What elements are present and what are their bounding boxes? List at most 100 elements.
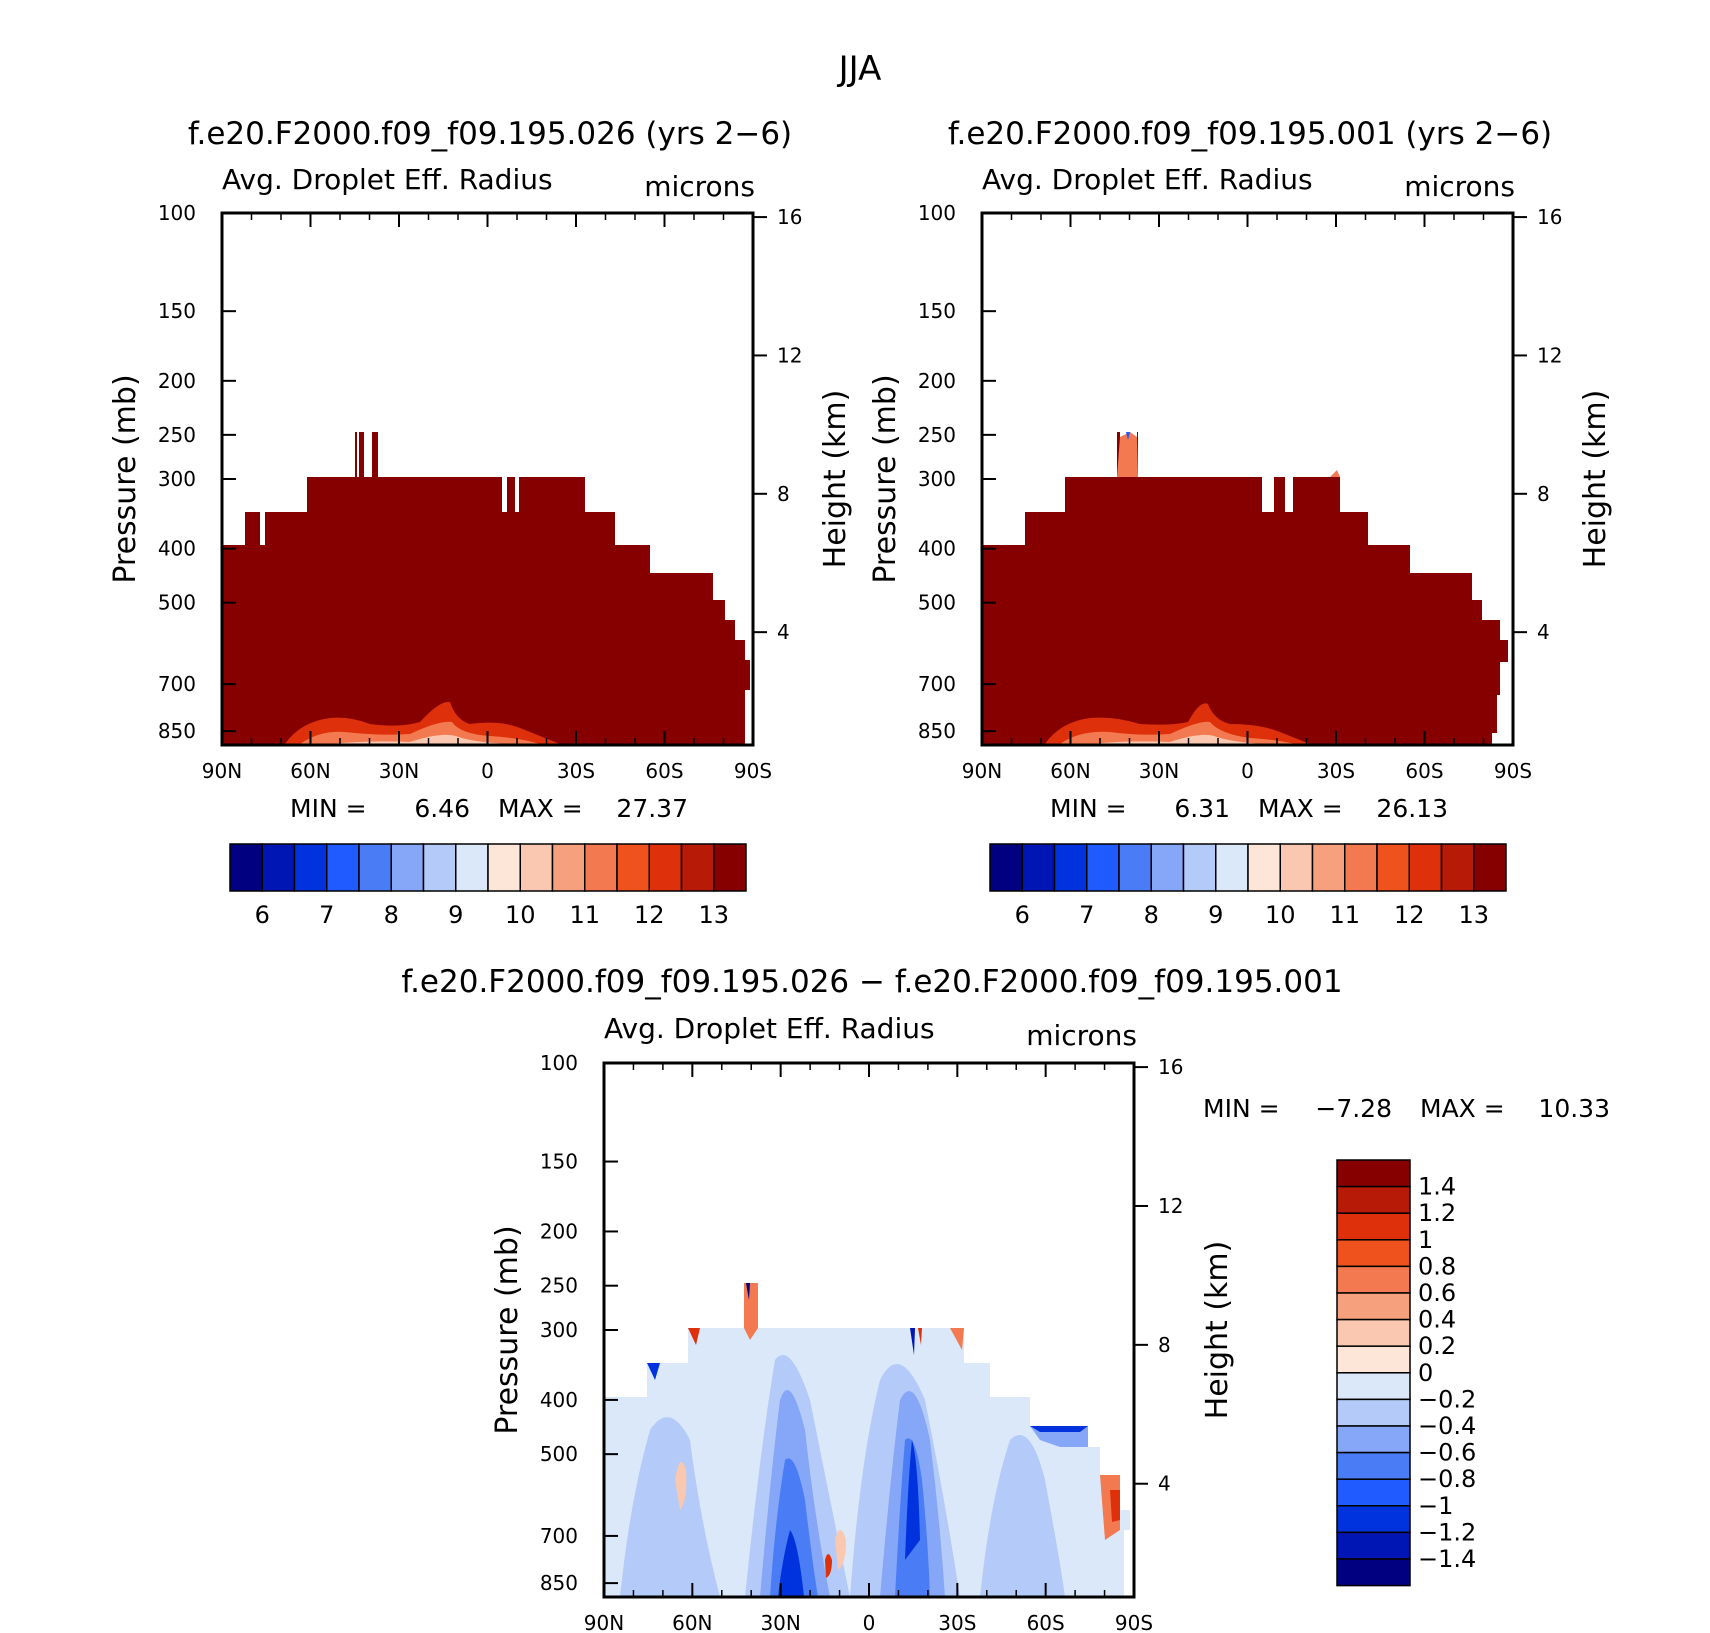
colorbar-box xyxy=(1336,1239,1411,1268)
y2-tick-label: 8 xyxy=(1537,482,1550,506)
colorbar-box xyxy=(680,843,715,892)
panel-left-ylabel: Pressure (mb) xyxy=(108,374,143,583)
colorbar-label: 7 xyxy=(319,901,334,929)
y-tick-label: 200 xyxy=(158,369,196,393)
y-tick-label: 150 xyxy=(158,299,196,323)
panel-diff-colorbar: 1.41.210.80.60.40.20−0.2−0.4−0.6−0.8−1−1… xyxy=(1336,1159,1476,1587)
colorbar-label: −1 xyxy=(1418,1492,1453,1520)
colorbar-box xyxy=(1336,1292,1411,1321)
panel-left-max-value: 27.37 xyxy=(616,794,688,823)
y2-tick-label: 16 xyxy=(1537,205,1562,229)
panel-right-max-value: 26.13 xyxy=(1376,794,1448,823)
colorbar-box xyxy=(358,843,392,892)
y2-tick-label: 8 xyxy=(777,482,790,506)
panel-right-min-label: MIN = xyxy=(1050,794,1127,823)
main-title: JJA xyxy=(837,49,882,89)
colorbar-label: −1.2 xyxy=(1418,1518,1476,1546)
panel-left-ylabel2: Height (km) xyxy=(818,390,853,569)
x-tick-label: 90S xyxy=(734,759,772,783)
y2-tick-label: 16 xyxy=(777,205,802,229)
x-tick-label: 60S xyxy=(645,759,683,783)
colorbar-box xyxy=(551,843,586,892)
colorbar-label: 1.4 xyxy=(1418,1173,1456,1201)
colorbar-box xyxy=(1182,843,1217,892)
x-tick-label: 60S xyxy=(1027,1611,1065,1633)
colorbar-box xyxy=(293,843,328,892)
colorbar-box xyxy=(1215,843,1249,892)
colorbar-box xyxy=(1336,1265,1411,1294)
panel-right-max-label: MAX = xyxy=(1258,794,1343,823)
x-tick-label: 0 xyxy=(863,1611,876,1633)
y2-tick-label: 12 xyxy=(1158,1194,1183,1218)
colorbar-label: 12 xyxy=(634,901,665,929)
colorbar-box xyxy=(487,843,521,892)
x-tick-label: 0 xyxy=(1241,759,1254,783)
x-tick-label: 90N xyxy=(962,759,1002,783)
y2-tick-label: 12 xyxy=(777,343,802,367)
colorbar-box xyxy=(584,843,618,892)
colorbar-box xyxy=(1336,1478,1411,1507)
panel-left-colorbar: 6 7 8 9 10 11 12 13 xyxy=(229,843,747,929)
colorbar-box xyxy=(1150,843,1185,892)
colorbar-box xyxy=(1336,1505,1411,1534)
colorbar-box xyxy=(1336,1372,1411,1401)
panel-right-colorbar: 6 7 8 9 10 11 12 13 xyxy=(989,843,1507,929)
y-tick-label: 500 xyxy=(918,591,956,615)
y-tick-label: 500 xyxy=(158,591,196,615)
x-tick-label: 60N xyxy=(1050,759,1090,783)
colorbar-label: 6 xyxy=(1015,901,1030,929)
colorbar-label: 1.2 xyxy=(1418,1199,1456,1227)
colorbar-label: 10 xyxy=(505,901,536,929)
panel-right-ylabel2: Height (km) xyxy=(1578,390,1613,569)
colorbar-label: 11 xyxy=(1329,901,1360,929)
colorbar-box xyxy=(1053,843,1088,892)
y-tick-label: 100 xyxy=(540,1051,578,1075)
y-tick-label: 400 xyxy=(918,537,956,561)
x-tick-label: 90N xyxy=(584,1611,624,1633)
y2-tick-label: 16 xyxy=(1158,1055,1183,1079)
colorbar-box xyxy=(1336,1398,1411,1427)
x-tick-label: 30S xyxy=(1317,759,1355,783)
panel-right-ylabel: Pressure (mb) xyxy=(868,374,903,583)
colorbar-label: −0.8 xyxy=(1418,1465,1476,1493)
x-tick-label: 0 xyxy=(481,759,494,783)
colorbar-label: 7 xyxy=(1079,901,1094,929)
y-tick-label: 300 xyxy=(158,467,196,491)
y-tick-label: 300 xyxy=(918,467,956,491)
colorbar-box xyxy=(1336,1531,1411,1560)
colorbar-box xyxy=(1376,843,1410,892)
panel-left-min-value: 6.46 xyxy=(414,794,470,823)
panel-diff-variable: Avg. Droplet Eff. Radius xyxy=(604,1012,935,1045)
colorbar-box xyxy=(1311,843,1346,892)
colorbar-label: −0.6 xyxy=(1418,1439,1476,1467)
colorbar-box xyxy=(1247,843,1281,892)
x-tick-label: 30S xyxy=(938,1611,976,1633)
y-tick-label: 100 xyxy=(158,201,196,225)
x-tick-label: 30N xyxy=(1139,759,1179,783)
colorbar-label: 8 xyxy=(384,901,399,929)
y-tick-label: 200 xyxy=(918,369,956,393)
colorbar-box xyxy=(1408,843,1443,892)
panel-diff-field xyxy=(602,1061,1136,1599)
colorbar-label: −0.4 xyxy=(1418,1412,1476,1440)
x-tick-label: 60N xyxy=(672,1611,712,1633)
x-tick-label: 30S xyxy=(557,759,595,783)
y-tick-label: 700 xyxy=(540,1524,578,1548)
y-tick-label: 250 xyxy=(918,423,956,447)
panel-diff-units: microns xyxy=(1026,1019,1137,1052)
panel-right-units: microns xyxy=(1404,170,1515,203)
colorbar-box xyxy=(648,843,683,892)
colorbar-box xyxy=(1473,843,1507,892)
panel-left: f.e20.F2000.f09_f09.195.026 (yrs 2−6) Av… xyxy=(108,116,853,929)
colorbar-label: 12 xyxy=(1394,901,1425,929)
y-tick-label: 300 xyxy=(540,1318,578,1342)
panel-right-title: f.e20.F2000.f09_f09.195.001 (yrs 2−6) xyxy=(948,116,1552,152)
y2-tick-label: 4 xyxy=(1537,620,1550,644)
colorbar-box xyxy=(422,843,457,892)
colorbar-box xyxy=(1336,1425,1411,1454)
colorbar-label: 9 xyxy=(448,901,463,929)
panel-diff-ylabel: Pressure (mb) xyxy=(490,1225,525,1434)
colorbar-label: 9 xyxy=(1208,901,1223,929)
y-tick-label: 150 xyxy=(918,299,956,323)
